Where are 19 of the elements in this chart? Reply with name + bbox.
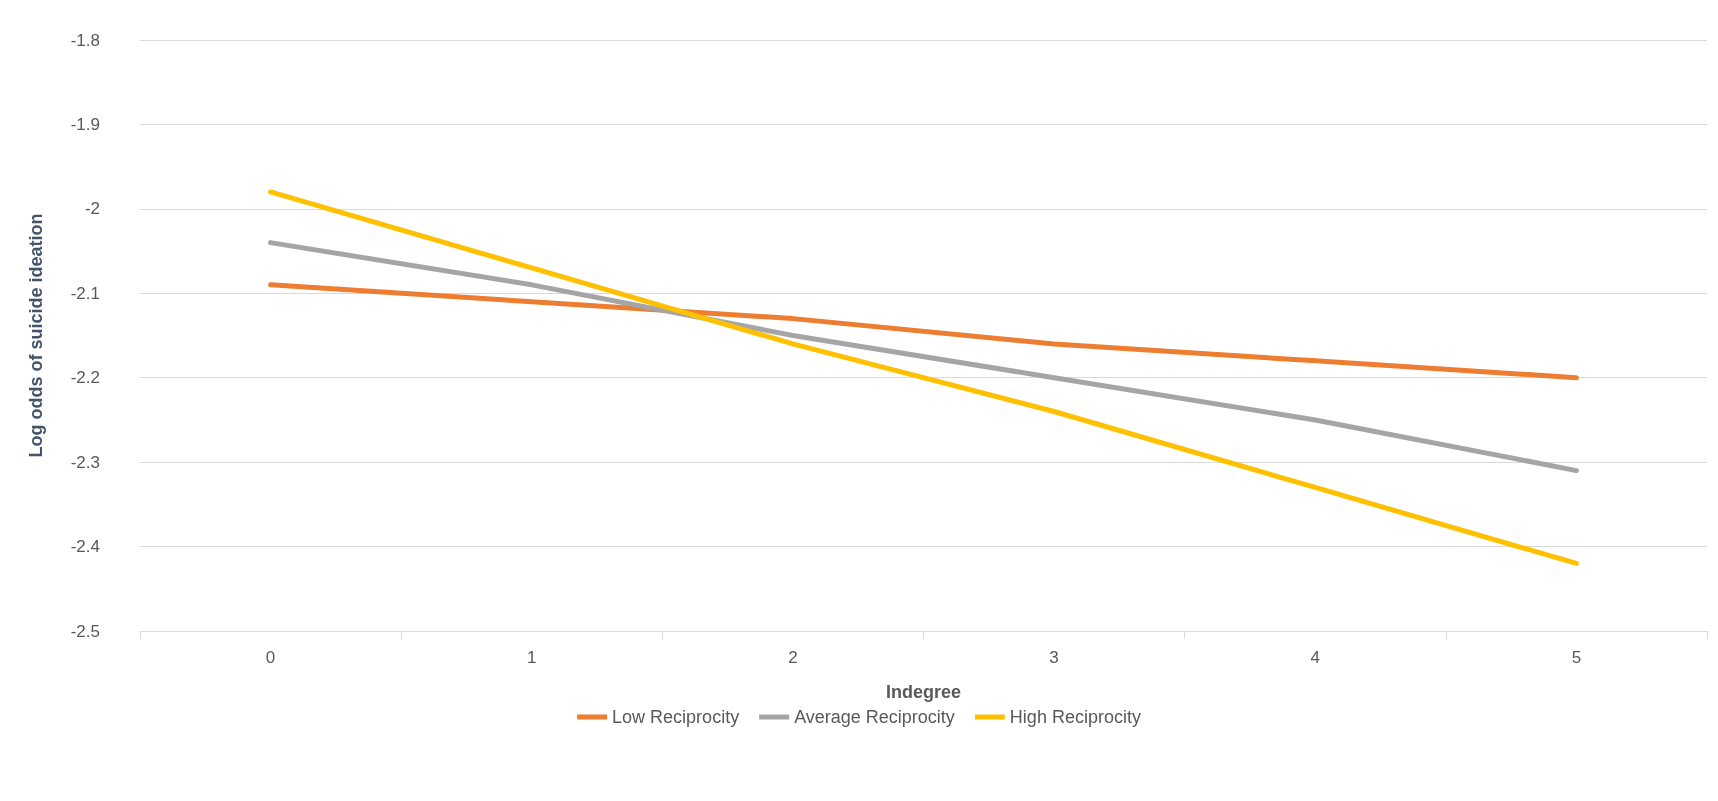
y-tick-label: -2.1 bbox=[70, 283, 100, 303]
x-tick-label: 5 bbox=[1571, 648, 1582, 667]
y-tick-label: -2.4 bbox=[70, 537, 100, 557]
y-axis-title: Log odds of suicide ideation bbox=[26, 213, 46, 458]
x-tick-label: 4 bbox=[1310, 648, 1320, 667]
y-tick-label: -1.8 bbox=[70, 30, 100, 50]
legend-label: Average Reciprocity bbox=[794, 707, 955, 727]
x-tick-label: 3 bbox=[1049, 648, 1059, 667]
y-tick-label: -2.5 bbox=[70, 621, 100, 641]
y-tick-label: -2.3 bbox=[70, 452, 100, 472]
y-tick-label: -2.2 bbox=[70, 368, 100, 388]
legend-label: Low Reciprocity bbox=[612, 707, 740, 727]
x-tick-label: 1 bbox=[527, 648, 537, 667]
legend-label: High Reciprocity bbox=[1009, 707, 1141, 727]
x-tick-label: 2 bbox=[788, 648, 798, 667]
y-tick-label: -2 bbox=[84, 199, 100, 219]
x-axis-title: Indegree bbox=[885, 682, 962, 702]
y-tick-label: -1.9 bbox=[70, 114, 100, 134]
x-tick-label: 0 bbox=[265, 648, 276, 667]
